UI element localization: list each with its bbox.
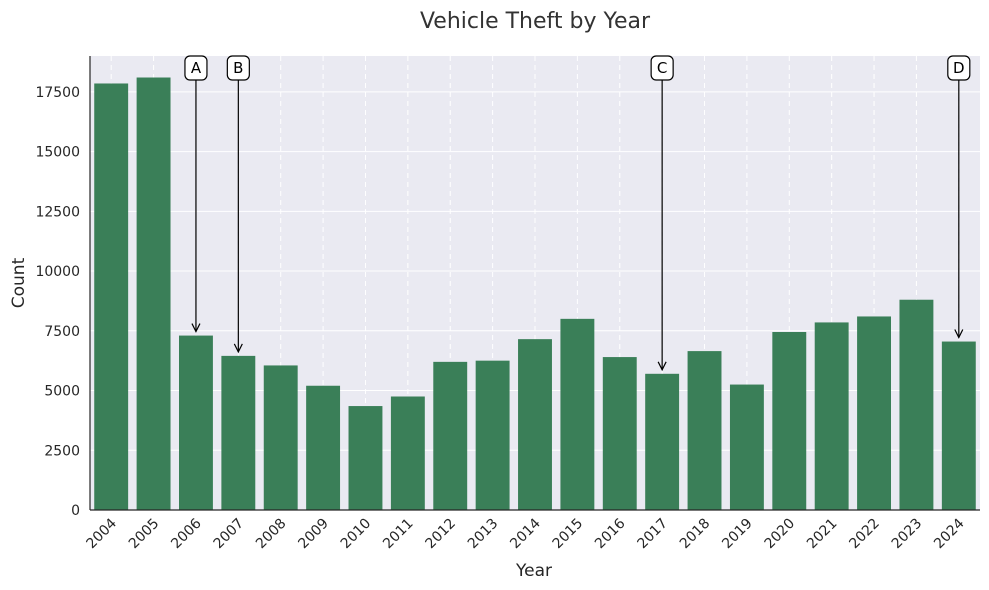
- bar-2012: [433, 361, 468, 510]
- bar-2020: [772, 331, 807, 510]
- bar-2021: [814, 322, 849, 510]
- bar-2013: [475, 360, 510, 510]
- bar-2008: [263, 365, 298, 510]
- x-tick-label: 2018: [677, 516, 714, 553]
- annotation-arrowhead-A: [191, 323, 201, 333]
- x-tick-label: 2024: [931, 515, 968, 552]
- y-tick-labels: 0 2500 5000 7500 10000 12500 15000 17500: [35, 85, 80, 519]
- y-tick-label: 12500: [35, 204, 80, 220]
- annotation-box-D: [947, 55, 971, 81]
- bar-2019: [729, 384, 764, 510]
- y-tick-label: 2500: [44, 443, 80, 459]
- x-tick-label: 2015: [550, 516, 587, 553]
- bar-2004: [94, 83, 129, 511]
- x-axis-label: Year: [515, 561, 552, 581]
- annotation-box-A: [184, 55, 208, 81]
- annotation-label-A: A: [191, 59, 202, 77]
- annotation-arrowhead-D: [954, 329, 964, 339]
- x-tick-label: 2020: [762, 516, 799, 553]
- x-tick-label: 2021: [804, 516, 841, 553]
- x-tick-label: 2012: [423, 516, 460, 553]
- y-tick-label: 7500: [44, 324, 80, 340]
- x-tick-label: 2014: [507, 515, 544, 552]
- bar-2009: [306, 385, 341, 510]
- bar-2005: [136, 77, 171, 511]
- y-tick-label: 0: [71, 503, 80, 519]
- y-tick-label: 15000: [35, 145, 80, 161]
- bar-2014: [518, 339, 552, 510]
- annotation-arrowhead-C: [657, 361, 667, 372]
- x-tick-label: 2017: [634, 516, 671, 553]
- x-tick-label: 2023: [889, 516, 926, 553]
- x-tick-label: 2008: [253, 516, 290, 553]
- x-tick-label: 2016: [592, 515, 629, 552]
- annotation-arrowhead-B: [233, 343, 243, 354]
- x-tick-label: 2007: [211, 516, 248, 553]
- annotation-label-D: D: [953, 59, 965, 77]
- x-tick-label: 2006: [168, 515, 205, 552]
- bar-2017: [645, 373, 680, 510]
- annotation-label-B: B: [233, 59, 243, 77]
- bar-2018: [687, 351, 722, 510]
- x-tick-label: 2022: [846, 516, 883, 553]
- x-tick-label: 2005: [126, 516, 163, 553]
- annotation-box-B: [226, 55, 250, 81]
- y-tick-label: 17500: [35, 85, 80, 101]
- y-axis-label: Count: [9, 257, 29, 308]
- annotations: A B C D: [184, 55, 971, 372]
- annotation-box-C: [650, 55, 674, 81]
- chart-title: Vehicle Theft by Year: [420, 9, 651, 34]
- bar-2006: [179, 335, 213, 510]
- bars: [94, 77, 976, 511]
- bar-2015: [560, 318, 595, 510]
- y-tick-label: 10000: [35, 264, 80, 280]
- bar-2022: [857, 316, 891, 510]
- x-tick-label: 2011: [380, 516, 417, 553]
- x-tick-label: 2010: [338, 516, 375, 553]
- x-tick-label: 2009: [295, 516, 332, 553]
- y-tick-label: 5000: [44, 384, 80, 400]
- bar-2024: [941, 341, 976, 510]
- bar-2010: [348, 406, 383, 510]
- x-tick-label: 2013: [465, 516, 502, 553]
- bar-2007: [221, 355, 256, 510]
- x-tick-label: 2004: [84, 515, 121, 552]
- x-tick-label: 2019: [719, 516, 756, 553]
- bar-2016: [602, 357, 637, 510]
- bar-2011: [390, 396, 425, 510]
- bar-2023: [899, 299, 934, 510]
- annotation-label-C: C: [657, 59, 667, 77]
- x-tick-labels: 2004 2005 2006 2007 2008 2009 2010 2011 2012 2013…: [84, 515, 968, 552]
